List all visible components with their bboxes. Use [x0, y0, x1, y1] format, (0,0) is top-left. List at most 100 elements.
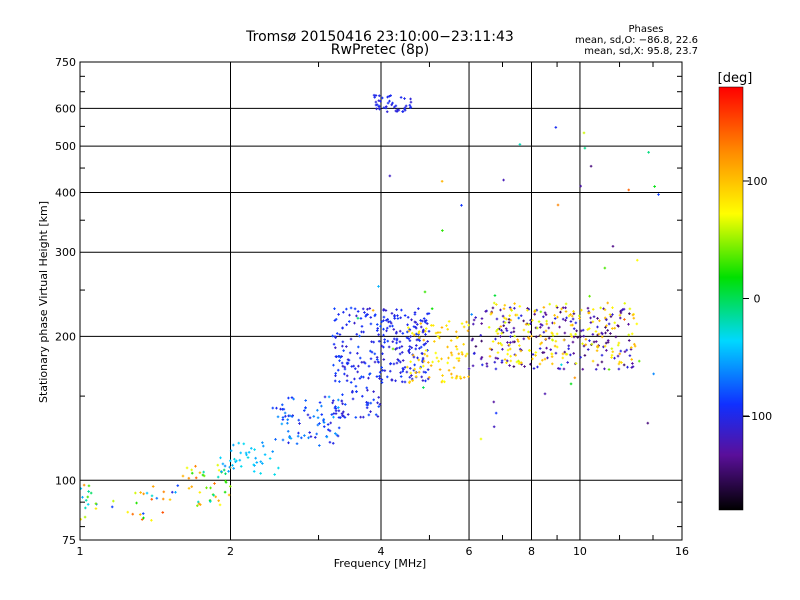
data-point [205, 486, 208, 490]
data-point [422, 386, 425, 389]
data-point [421, 379, 425, 382]
data-point [277, 466, 280, 470]
data-point [584, 343, 588, 347]
data-point [556, 315, 559, 319]
data-point [400, 351, 404, 354]
data-point [513, 302, 516, 305]
data-point [229, 485, 232, 488]
data-point [600, 360, 604, 364]
data-point [377, 360, 380, 364]
data-point [381, 369, 384, 372]
data-point [553, 314, 556, 317]
data-point [604, 341, 608, 345]
data-point [364, 314, 368, 318]
data-point [281, 403, 284, 407]
data-point [369, 349, 372, 353]
data-point [378, 370, 382, 374]
data-point [485, 362, 489, 365]
data-point [221, 462, 225, 466]
data-point [151, 485, 155, 488]
data-point [343, 416, 347, 419]
data-point [138, 513, 142, 516]
data-point [331, 401, 334, 405]
data-point [480, 363, 484, 367]
data-point [395, 341, 398, 345]
data-point [543, 357, 547, 361]
data-point [335, 332, 339, 335]
data-point [385, 110, 389, 114]
data-points [80, 93, 660, 522]
y-tick-label: 600 [55, 102, 76, 115]
x-tick-label: 16 [675, 545, 689, 558]
data-point [606, 339, 610, 342]
data-point [480, 322, 483, 325]
data-point [630, 332, 634, 336]
data-point [326, 423, 330, 426]
data-point [502, 324, 506, 328]
data-point [455, 374, 459, 378]
data-point [610, 356, 613, 359]
data-point [380, 344, 383, 348]
data-point [377, 99, 381, 102]
data-point [398, 346, 401, 350]
data-point [416, 338, 420, 341]
data-point [494, 411, 498, 415]
data-point [350, 365, 354, 368]
data-point [488, 355, 492, 358]
data-point [322, 419, 325, 423]
data-point [534, 351, 538, 354]
data-point [408, 351, 411, 355]
data-point [340, 361, 344, 365]
data-point [539, 310, 543, 314]
data-point [409, 335, 412, 338]
data-point [233, 457, 236, 461]
data-point [276, 415, 280, 419]
data-point [344, 403, 347, 406]
data-point [527, 336, 530, 339]
data-point [340, 399, 344, 403]
data-point [416, 323, 419, 326]
data-point [556, 367, 560, 370]
data-point [527, 323, 530, 326]
data-point [611, 327, 614, 330]
data-point [380, 378, 384, 381]
data-point [488, 347, 492, 351]
data-point [545, 319, 548, 323]
data-point [517, 362, 521, 365]
data-point [398, 329, 402, 333]
data-point [503, 321, 507, 324]
data-point [406, 323, 409, 327]
data-point [417, 370, 421, 374]
data-point [408, 103, 412, 107]
data-point [530, 334, 533, 338]
data-point [399, 375, 403, 378]
data-point [287, 396, 290, 400]
data-point [562, 367, 566, 371]
data-point [522, 337, 526, 341]
data-point [360, 360, 364, 364]
data-point [572, 327, 576, 330]
data-point [591, 359, 595, 363]
data-point [657, 193, 660, 196]
data-point [522, 328, 526, 332]
data-point [462, 376, 466, 379]
data-point [579, 355, 582, 359]
data-point [353, 321, 356, 325]
data-point [425, 354, 429, 358]
data-point [516, 338, 519, 341]
data-point [379, 324, 382, 328]
data-point [373, 314, 377, 318]
data-point [110, 505, 114, 509]
data-point [457, 352, 461, 356]
data-point [505, 329, 509, 332]
data-point [369, 316, 373, 319]
data-point [494, 367, 498, 371]
data-point [331, 334, 334, 338]
data-point [355, 314, 358, 318]
data-point [454, 345, 458, 348]
data-point [237, 441, 241, 445]
data-point [259, 472, 262, 475]
data-point [400, 345, 404, 348]
data-point [405, 330, 409, 334]
data-point [531, 319, 534, 322]
